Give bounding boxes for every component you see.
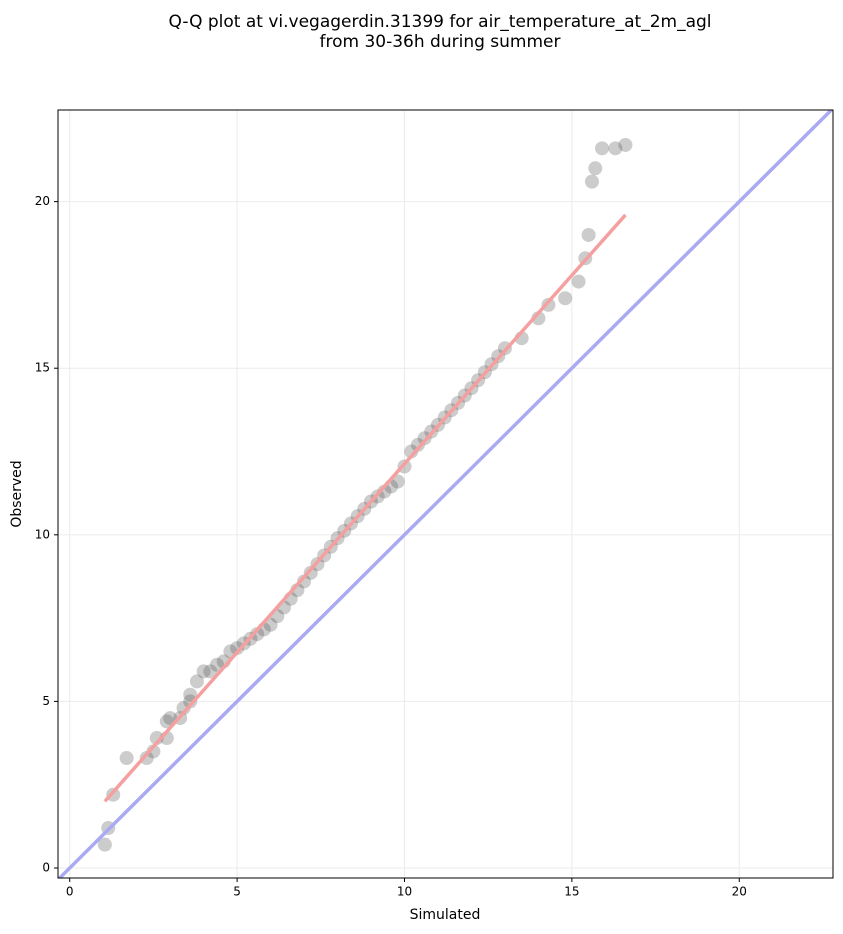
reference-line (103, 213, 627, 803)
point (250, 627, 265, 642)
point (541, 297, 556, 312)
point (558, 291, 573, 306)
point (390, 474, 405, 489)
point (410, 437, 425, 452)
point (203, 664, 218, 679)
point (230, 641, 245, 656)
point (189, 674, 204, 689)
chart-subtitle: from 30-36h during summer (320, 32, 561, 52)
point (210, 657, 225, 672)
point (119, 751, 134, 766)
point (146, 744, 161, 759)
y-tick-label: 0 (42, 861, 50, 875)
point (263, 617, 278, 632)
x-tick-label: 0 (66, 885, 74, 899)
x-tick-label: 10 (397, 885, 412, 899)
point (183, 694, 198, 709)
x-tick-label: 5 (233, 885, 241, 899)
point (618, 137, 633, 152)
point (608, 141, 623, 156)
point (303, 565, 318, 580)
point (581, 227, 596, 242)
y-axis-label: Observed (9, 460, 25, 527)
y-tick-label: 15 (35, 361, 50, 375)
y-tick-label: 5 (42, 694, 50, 708)
point (97, 837, 112, 852)
chart-title: Q-Q plot at vi.vegagerdin.31399 for air_… (168, 12, 711, 32)
plot-frame (57, 109, 834, 879)
x-tick-label: 15 (564, 885, 579, 899)
point (588, 161, 603, 176)
y-tick-label: 20 (35, 194, 50, 208)
point (183, 687, 198, 702)
point (584, 174, 599, 189)
point (571, 274, 586, 289)
plot-area (58, 110, 833, 878)
x-axis-label: Simulated (410, 907, 481, 923)
point (196, 664, 211, 679)
point (139, 751, 154, 766)
point (595, 141, 610, 156)
x-tick-label: 20 (732, 885, 747, 899)
point (176, 701, 191, 716)
reference-line (58, 110, 833, 878)
y-tick-label: 10 (35, 527, 50, 541)
point (159, 714, 174, 729)
point (404, 444, 419, 459)
point (297, 574, 312, 589)
